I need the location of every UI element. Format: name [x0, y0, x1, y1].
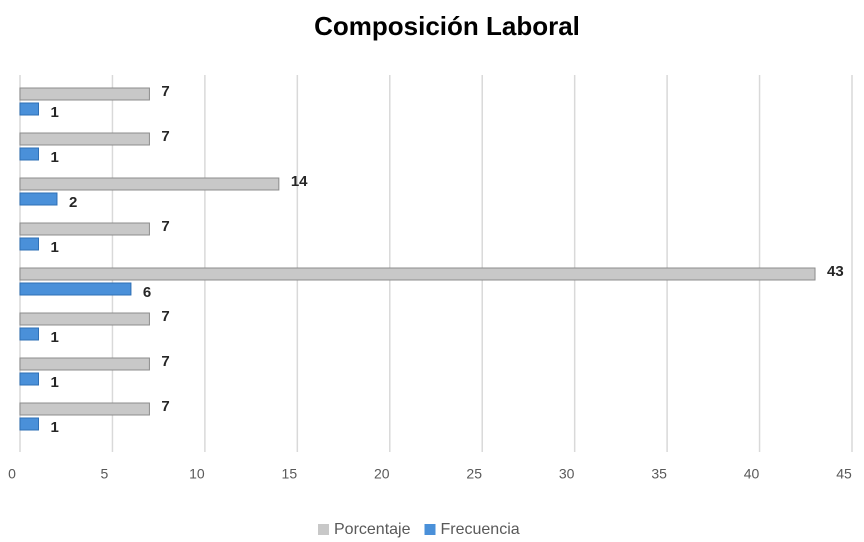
value-label: 1 — [50, 419, 58, 436]
x-tick-label: 45 — [836, 466, 852, 482]
value-label: 1 — [50, 149, 58, 166]
bar — [19, 282, 132, 296]
bar — [19, 132, 150, 146]
bar — [19, 177, 280, 191]
value-label: 7 — [161, 353, 169, 370]
x-tick-label: 35 — [651, 466, 667, 482]
bar — [19, 372, 39, 386]
legend-label: Porcentaje — [334, 521, 411, 538]
bar — [19, 312, 150, 326]
value-label: 1 — [50, 374, 58, 391]
chart-title: Composición Laboral — [314, 11, 580, 41]
value-label: 14 — [291, 173, 308, 190]
value-label: 1 — [50, 329, 58, 346]
x-tick-label: 40 — [744, 466, 760, 482]
bar — [19, 267, 816, 281]
x-tick-label: 15 — [282, 466, 298, 482]
bar — [19, 87, 150, 101]
bar — [19, 357, 150, 371]
bar — [19, 402, 150, 416]
x-tick-label: 5 — [101, 466, 109, 482]
legend-label: Frecuencia — [441, 521, 520, 538]
bar — [19, 417, 39, 431]
legend-swatch — [318, 524, 329, 535]
value-label: 7 — [161, 83, 169, 100]
x-tick-label: 10 — [189, 466, 205, 482]
value-label: 7 — [161, 308, 169, 325]
value-label: 7 — [161, 218, 169, 235]
value-label: 7 — [161, 398, 169, 415]
x-tick-label: 30 — [559, 466, 575, 482]
x-tick-label: 0 — [8, 466, 16, 482]
value-label: 1 — [50, 104, 58, 121]
bar — [19, 102, 39, 116]
bar — [19, 327, 39, 341]
bar — [19, 192, 58, 206]
bar — [19, 147, 39, 161]
value-label: 43 — [827, 263, 844, 280]
value-label: 2 — [69, 194, 77, 211]
value-label: 6 — [143, 284, 151, 301]
x-tick-label: 20 — [374, 466, 390, 482]
x-tick-label: 25 — [466, 466, 482, 482]
bar — [19, 237, 39, 251]
value-label: 1 — [50, 239, 58, 256]
value-label: 7 — [161, 128, 169, 145]
legend-swatch — [424, 524, 436, 535]
bar — [19, 222, 150, 236]
